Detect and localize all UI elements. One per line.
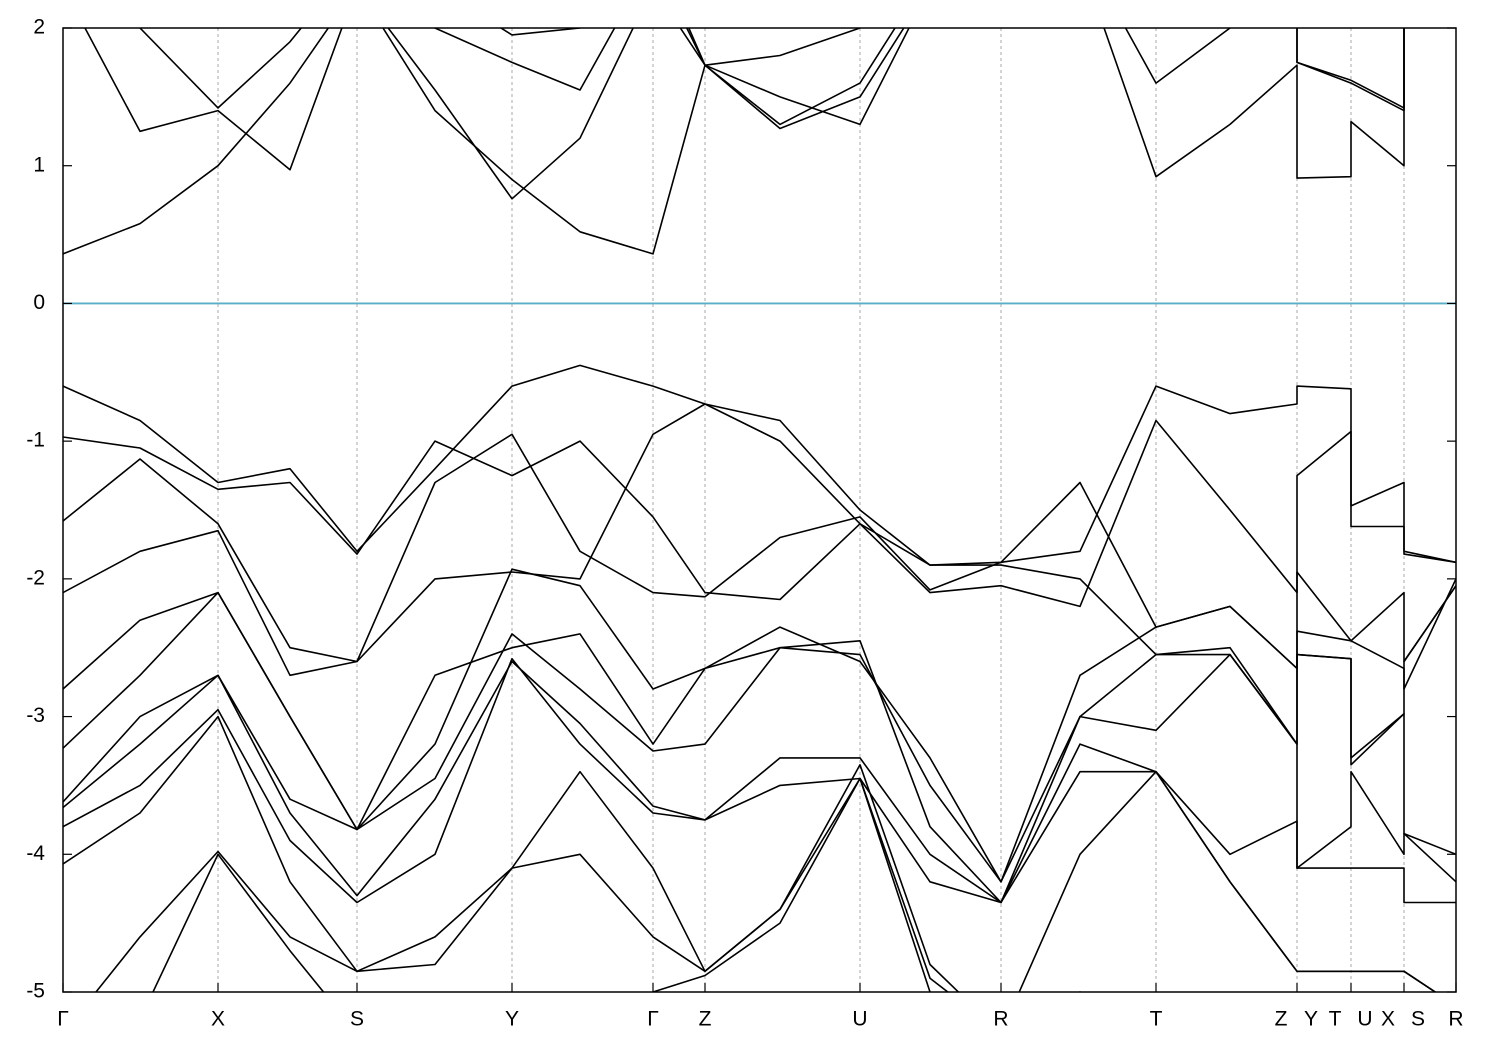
x-tick-label: T [1329, 1008, 1342, 1031]
y-tick-label: -2 [26, 566, 45, 589]
x-tick-label: S [350, 1008, 364, 1031]
x-tick-label: S [1411, 1008, 1425, 1031]
x-tick-label: Γ [647, 1008, 659, 1031]
band-line [63, 433, 1456, 670]
band-line [152, 777, 932, 992]
y-tick-label: -1 [26, 429, 45, 452]
band-line [84, 28, 1405, 200]
band-line [138, 28, 1405, 126]
band-line [63, 28, 1405, 255]
y-tick-label: -3 [26, 704, 45, 727]
x-tick-label: X [211, 1008, 225, 1031]
x-tick-label: X [1381, 1008, 1395, 1031]
y-tick-label: 0 [33, 291, 45, 314]
plot-area [63, 28, 1456, 992]
band-line [63, 657, 1437, 992]
x-tick-label: R [1448, 1008, 1463, 1031]
band-line [94, 777, 1082, 992]
band-line [216, 28, 862, 66]
plot-frame [62, 27, 1457, 993]
band-line [63, 591, 1456, 883]
band-line [63, 364, 1456, 566]
x-tick-label: U [1357, 1008, 1372, 1031]
y-tick-label: -5 [26, 980, 45, 1003]
grid [62, 28, 1457, 992]
x-tick-label: U [852, 1008, 867, 1031]
band-line [63, 403, 1456, 745]
band-line [63, 660, 1456, 904]
y-tick-label: 1 [33, 153, 45, 176]
x-tick-label: Y [505, 1008, 519, 1031]
x-tick-label: Γ [57, 1008, 69, 1031]
x-tick-label: Z [1275, 1008, 1288, 1031]
band-line [63, 419, 1456, 608]
y-tick-label: 2 [33, 16, 45, 39]
x-tick-label: T [1150, 1008, 1163, 1031]
band-line [63, 633, 1456, 904]
x-tick-label: R [993, 1008, 1008, 1031]
y-tick-label: -4 [26, 842, 45, 865]
x-tick-label: Z [699, 1008, 712, 1031]
band-line [63, 715, 1437, 992]
x-tick-label: Y [1304, 1008, 1318, 1031]
